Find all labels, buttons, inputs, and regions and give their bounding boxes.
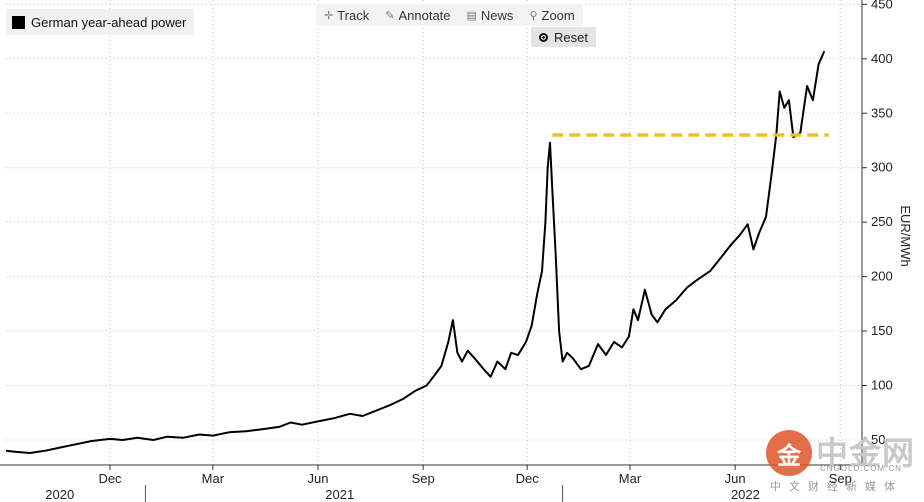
reset-button[interactable]: Reset [531, 27, 596, 47]
y-tick-label: 400 [871, 51, 893, 66]
x-tick-label: Dec [98, 471, 122, 486]
y-tick-label: 50 [871, 432, 885, 447]
x-tick-label: Mar [619, 471, 642, 486]
y-axis-title: EUR/MWh [898, 205, 913, 266]
watermark-subtitle: 中文财经新媒体 [770, 481, 903, 493]
watermark-name: 中金网 [816, 435, 916, 471]
y-tick-label: 100 [871, 378, 893, 393]
annotate-label: Annotate [398, 7, 451, 23]
chart-toolbar: ✛ Track ✎ Annotate ▤ News ⚲ Zoom [316, 4, 583, 26]
x-tick-label: Dec [516, 471, 540, 486]
x-tick-label: Mar [202, 471, 225, 486]
pencil-icon: ✎ [385, 9, 395, 22]
series-line [5, 50, 826, 454]
watermark-logo: 金 [766, 430, 812, 476]
reset-label: Reset [554, 29, 588, 45]
year-label: 2022 [731, 487, 760, 502]
crosshair-icon: ✛ [324, 9, 334, 22]
year-label: 2020 [45, 487, 74, 502]
magnifier-icon: ⚲ [529, 9, 538, 22]
track-label: Track [337, 7, 370, 23]
newspaper-icon: ▤ [466, 9, 477, 22]
x-axis-ticks: Dec Mar Jun Sep Dec Mar Jun Sep [98, 465, 852, 486]
y-tick-label: 450 [871, 0, 893, 11]
annotate-button[interactable]: ✎ Annotate [377, 4, 458, 26]
y-tick-label: 150 [871, 323, 893, 338]
zoom-button[interactable]: ⚲ Zoom [521, 4, 582, 26]
x-tick-label: Sep [412, 471, 435, 486]
x-tick-label: Jun [725, 471, 746, 486]
news-button[interactable]: ▤ News [459, 4, 522, 26]
track-button[interactable]: ✛ Track [316, 4, 377, 26]
legend-label: German year-ahead power [31, 14, 187, 30]
y-tick-label: 250 [871, 214, 893, 229]
reset-icon [539, 32, 548, 42]
y-axis-ticks: 50 100 150 200 250 300 350 400 450 [862, 0, 893, 447]
axis-lines [0, 0, 863, 466]
watermark-domain: CNGOLD.COM.CN [820, 464, 902, 473]
watermark: 金 中金网 CNGOLD.COM.CN 中文财经新媒体 [766, 428, 920, 498]
x-tick-label: Jun [308, 471, 329, 486]
legend: German year-ahead power [6, 9, 195, 35]
x-tick-label: Sep [829, 471, 852, 486]
series-layer [5, 50, 826, 454]
y-tick-label: 300 [871, 160, 893, 175]
news-label: News [480, 7, 514, 23]
y-tick-label: 350 [871, 105, 893, 120]
y-tick-label: 200 [871, 269, 893, 284]
zoom-label: Zoom [541, 7, 575, 23]
legend-swatch [12, 15, 25, 29]
year-label: 2021 [325, 487, 354, 502]
grid-lines [6, 0, 862, 465]
year-axis: 2020 2021 2022 [45, 485, 760, 502]
